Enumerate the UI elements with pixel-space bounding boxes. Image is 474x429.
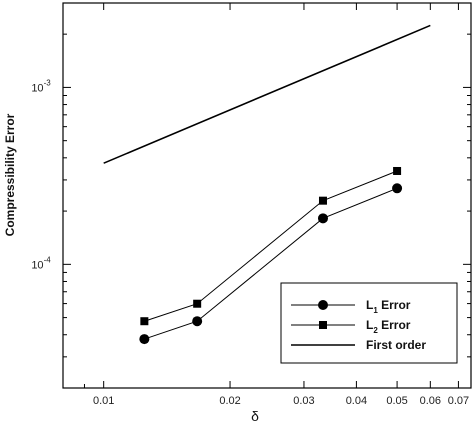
plot-frame [62, 2, 472, 389]
x-axis-title: δ [251, 408, 259, 424]
series-line-first-order [103, 24, 431, 164]
data-point-l1-error [139, 334, 150, 345]
data-point-l2-error [393, 166, 402, 175]
legend-box [280, 282, 458, 364]
data-point-l1-error [317, 213, 328, 224]
y-tick-label: 10-4 [31, 255, 51, 271]
data-point-l2-error [318, 196, 327, 205]
legend-marker-l2-error [319, 321, 327, 329]
legend-label-l2-error: L2 Error [366, 318, 411, 335]
data-point-l1-error [192, 316, 203, 327]
x-tick-label: 0.05 [386, 395, 407, 407]
legend: L1 Error L2 Error First order [280, 282, 458, 364]
x-tick-label: 0.06 [420, 395, 441, 407]
x-tick-label: 0.03 [293, 395, 314, 407]
x-tick-label: 0.04 [346, 395, 367, 407]
x-tick-label: 0.02 [219, 395, 240, 407]
legend-marker-l1-error [318, 300, 328, 310]
series-line-l2-error [144, 170, 398, 322]
axis-ticks: 0.01 0.02 0.03 0.04 0.05 0.06 0.07 10-4 10-3 [31, 2, 471, 407]
series-layer [103, 24, 431, 345]
legend-label-first-order: First order [366, 338, 426, 352]
series-line-l1-error [144, 187, 398, 340]
x-tick-label: 0.01 [93, 395, 114, 407]
legend-label-l1-error: L1 Error [366, 298, 411, 315]
data-point-l2-error [140, 317, 149, 326]
y-tick-label: 10-3 [31, 78, 51, 94]
data-point-l2-error [193, 299, 202, 308]
data-point-l1-error [392, 183, 403, 194]
y-axis-title: Compressibility Error [3, 113, 17, 236]
x-tick-label: 0.07 [448, 395, 469, 407]
